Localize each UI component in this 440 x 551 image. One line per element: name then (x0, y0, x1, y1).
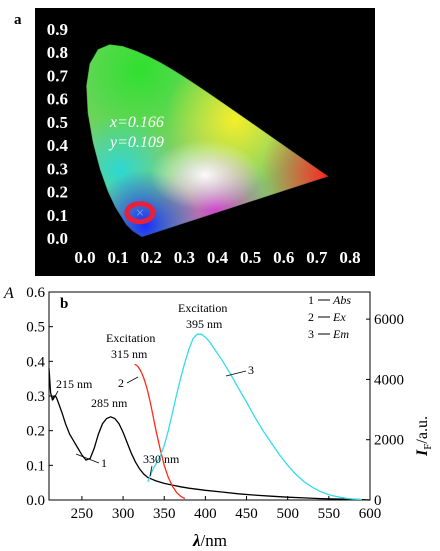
left-tick-label: 0.2 (26, 424, 45, 440)
right-axis-symbol: I (414, 449, 431, 457)
spectra-chart: b A 0.0 0.1 0.2 0.3 0.4 0.5 0.6 0 2000 4000 6000 … (3, 285, 434, 550)
left-axis-ticks: 0.0 0.1 0.2 0.3 0.4 0.5 0.6 (26, 285, 53, 509)
left-axis-title: A (3, 285, 14, 302)
right-axis-ticks: 0 2000 4000 6000 (366, 312, 404, 509)
peak-285-label: 285 nm (91, 396, 128, 410)
cie-x-tick: 0.3 (174, 248, 195, 267)
bottom-tick-label: 400 (194, 506, 217, 522)
left-tick-label: 0.5 (26, 320, 45, 336)
cie-x-tick: 0.8 (339, 248, 360, 267)
excitation-395-value: 395 nm (186, 317, 223, 331)
bottom-tick-label: 450 (235, 506, 258, 522)
cie-y-tick-labels: 0.0 0.1 0.2 0.3 0.4 0.5 0.6 0.7 0.8 0.9 (47, 20, 69, 248)
curve-3-leader (225, 370, 247, 377)
legend-name-1: Abs (332, 293, 351, 307)
right-axis-title: IF/a.u. (414, 416, 434, 457)
legend-num-2: 2 (308, 310, 314, 324)
right-tick-label: 2000 (374, 433, 404, 449)
excitation-315-value: 315 nm (111, 347, 148, 361)
cie-x-annotation: x=0.166 (109, 114, 164, 131)
excitation-395-title: Excitation (178, 301, 227, 315)
panel-b-label: b (60, 296, 68, 312)
right-axis-subscript: F (422, 444, 434, 450)
bottom-axis-ticks: 250 300 350 400 450 500 550 600 (71, 496, 382, 522)
legend-num-1: 1 (308, 293, 314, 307)
cie-y-tick: 0.2 (47, 183, 68, 202)
lambda-unit: /nm (201, 531, 227, 550)
series-em-line (147, 333, 362, 501)
legend-name-3: Em (332, 327, 349, 341)
left-tick-label: 0.4 (26, 354, 45, 370)
svg-text:IF/a.u.: IF/a.u. (414, 416, 434, 457)
bottom-tick-label: 250 (71, 506, 94, 522)
cie-point-ring (124, 201, 156, 225)
right-tick-label: 4000 (374, 372, 404, 388)
legend-name-2: Ex (332, 310, 346, 324)
cie-point-marker: × (136, 206, 144, 222)
cie-y-tick: 0.3 (47, 159, 68, 178)
cie-chromaticity-chart: × a x=0.166 y=0.109 0.0 0.1 0.2 0.3 0.4 0.5 0.… (14, 8, 375, 276)
cie-x-tick: 0.0 (74, 248, 95, 267)
legend: 1 Abs 2 Ex 3 Em (308, 293, 351, 341)
annotations: 215 nm 285 nm 330 nm Excitation 315 nm E… (52, 301, 254, 477)
panel-a-label: a (14, 12, 22, 28)
cie-y-tick: 0.1 (47, 206, 68, 225)
legend-num-3: 3 (308, 327, 314, 341)
series-ex-line (134, 363, 186, 500)
left-tick-label: 0.6 (26, 285, 45, 301)
spectra-curves (48, 333, 371, 501)
cie-x-tick: 0.4 (207, 248, 229, 267)
curve-2-leader (126, 376, 139, 384)
bottom-tick-label: 350 (153, 506, 176, 522)
cie-y-tick: 0.9 (47, 20, 68, 39)
cie-x-tick: 0.7 (306, 248, 328, 267)
cie-y-tick: 0.8 (47, 43, 68, 62)
lambda-symbol: λ (192, 531, 201, 550)
curve-1-leader (75, 453, 100, 464)
cie-y-tick: 0.7 (47, 66, 69, 85)
dip-330-label: 330 nm (143, 452, 180, 466)
cie-y-tick: 0.6 (47, 90, 68, 109)
dip-330-leader (149, 465, 153, 477)
peak-215-label: 215 nm (56, 377, 93, 391)
cie-y-tick: 0.5 (47, 113, 68, 132)
curve-3-label: 3 (248, 363, 254, 377)
bottom-tick-label: 300 (112, 506, 135, 522)
cie-x-tick: 0.5 (240, 248, 261, 267)
cie-y-annotation: y=0.109 (108, 134, 164, 151)
series-abs-line (48, 368, 371, 501)
excitation-315-title: Excitation (106, 331, 155, 345)
cie-gamut-outline (85, 43, 330, 238)
bottom-tick-label: 500 (276, 506, 299, 522)
cie-x-tick: 0.1 (108, 248, 129, 267)
cie-y-tick: 0.4 (47, 136, 69, 155)
right-axis-unit: /a.u. (414, 416, 431, 444)
left-tick-label: 0.1 (26, 458, 45, 474)
bottom-axis-title: λ/nm (192, 531, 227, 550)
left-tick-label: 0.3 (26, 389, 45, 405)
curve-1-label: 1 (101, 456, 107, 470)
right-tick-label: 0 (374, 493, 382, 509)
cie-y-tick: 0.0 (47, 229, 68, 248)
cie-x-tick: 0.2 (141, 248, 162, 267)
bottom-tick-label: 550 (318, 506, 341, 522)
peak-215-leader (52, 390, 59, 401)
left-tick-label: 0.0 (26, 493, 45, 509)
right-tick-label: 6000 (374, 312, 404, 328)
curve-2-label: 2 (118, 376, 124, 390)
cie-x-tick-labels: 0.0 0.1 0.2 0.3 0.4 0.5 0.6 0.7 0.8 (74, 248, 360, 267)
bottom-tick-label: 600 (359, 506, 382, 522)
cie-x-tick: 0.6 (273, 248, 294, 267)
